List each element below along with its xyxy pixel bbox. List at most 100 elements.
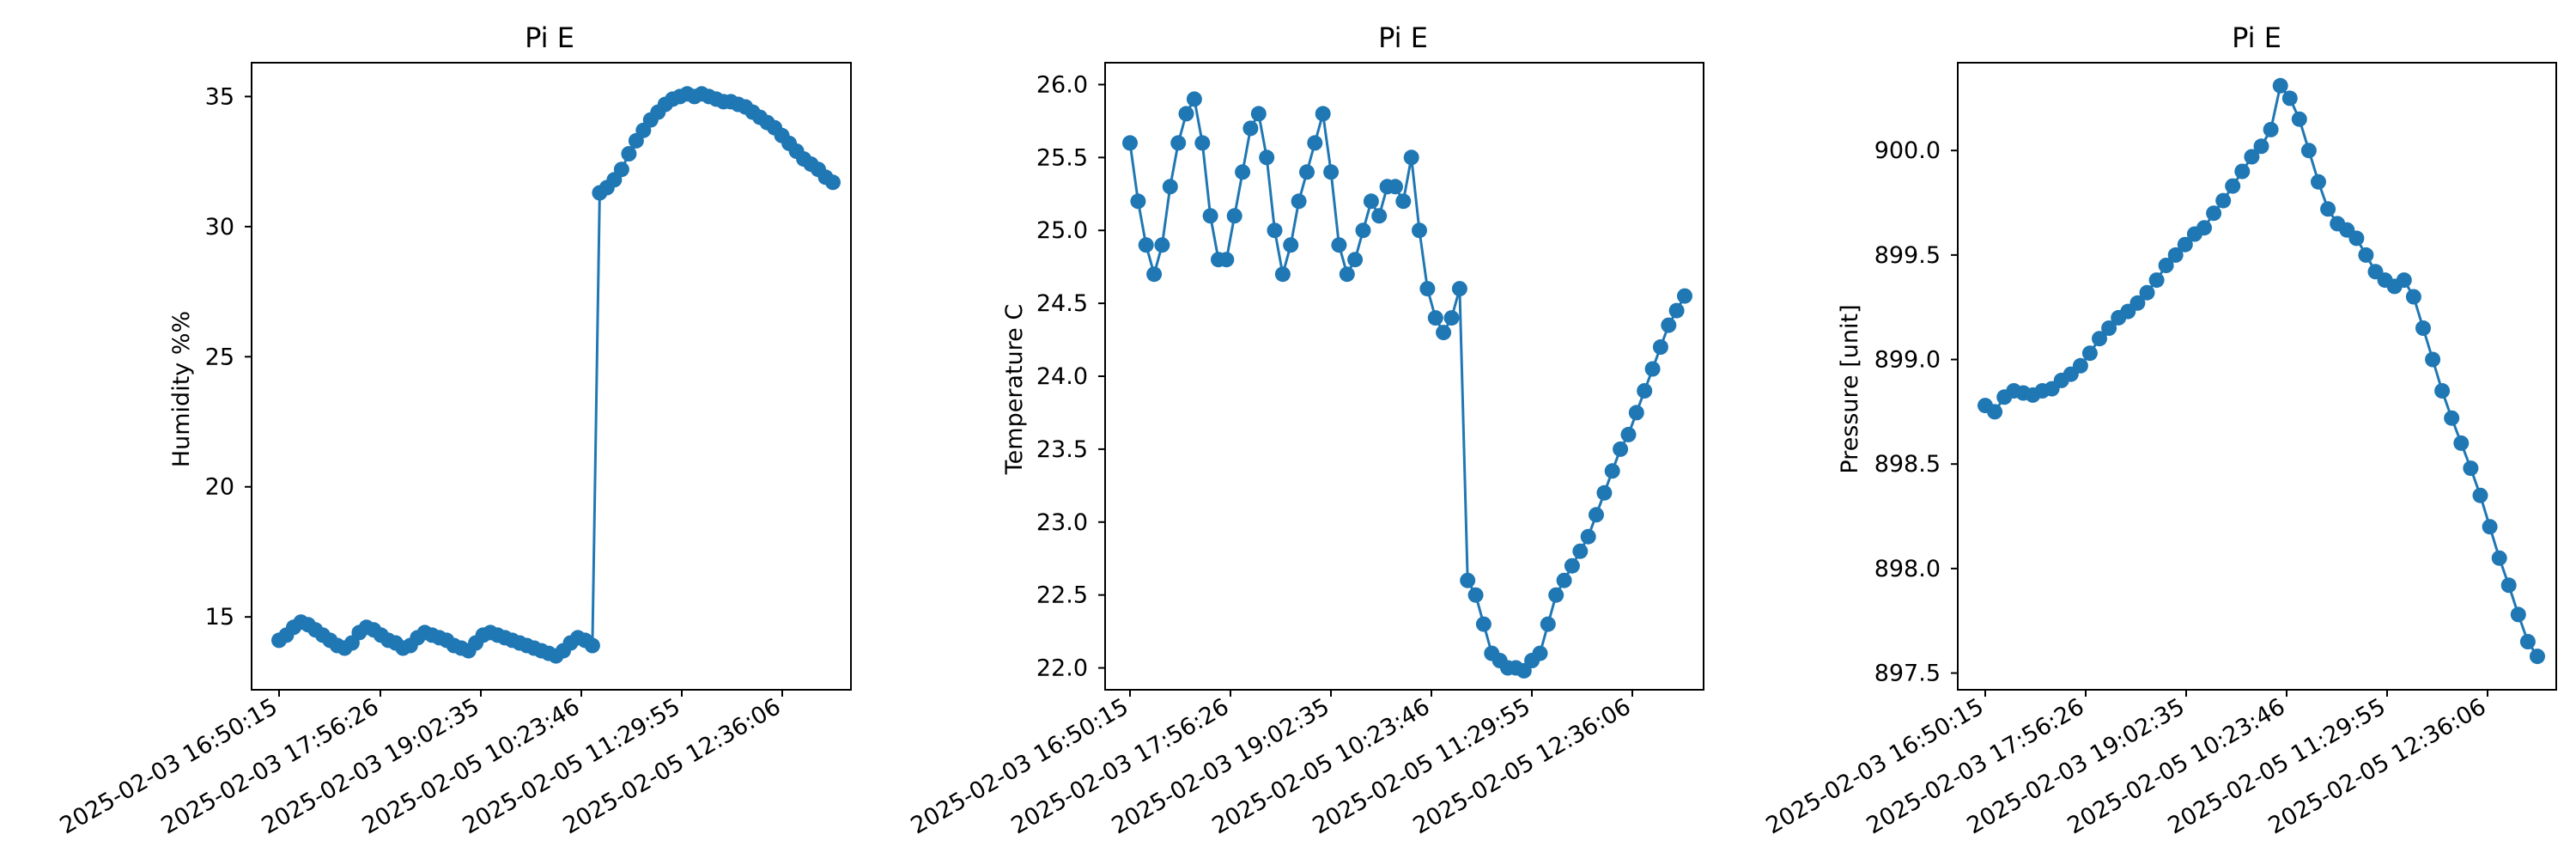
data-point xyxy=(1283,237,1299,253)
data-point xyxy=(1242,120,1259,137)
data-point xyxy=(1130,193,1146,210)
data-point xyxy=(1186,91,1202,107)
data-point xyxy=(1556,572,1572,588)
data-point xyxy=(1467,587,1484,603)
data-point xyxy=(1403,149,1419,166)
data-point xyxy=(2348,230,2365,247)
data-point xyxy=(2148,272,2165,289)
data-point xyxy=(2311,174,2326,190)
data-point xyxy=(2092,331,2107,347)
data-point xyxy=(2482,519,2498,535)
data-point xyxy=(1331,237,1347,253)
data-point xyxy=(2358,247,2374,263)
data-point xyxy=(1291,193,1307,210)
data-point xyxy=(2291,111,2307,127)
data-point xyxy=(2320,201,2336,217)
y-tick-label: 898.5 xyxy=(1874,451,1941,478)
data-point xyxy=(2453,435,2470,451)
data-point xyxy=(1604,463,1620,479)
data-point xyxy=(1628,405,1644,421)
data-point xyxy=(2101,320,2117,336)
data-point xyxy=(1395,193,1412,210)
data-point xyxy=(1620,426,1637,442)
y-tick-label: 20 xyxy=(205,474,234,501)
data-point xyxy=(2415,320,2431,336)
data-point xyxy=(1250,106,1267,122)
data-point xyxy=(2167,247,2184,263)
data-point xyxy=(1540,616,1556,632)
data-point xyxy=(2425,351,2441,368)
data-point xyxy=(1347,252,1364,268)
data-point xyxy=(621,146,637,161)
data-point xyxy=(2272,77,2288,94)
y-tick-label: 897.5 xyxy=(1874,661,1941,687)
data-point xyxy=(1572,543,1589,559)
data-point xyxy=(2234,163,2251,180)
y-tick-label: 22.0 xyxy=(1036,655,1088,682)
data-point xyxy=(1363,193,1379,210)
data-point xyxy=(1475,616,1492,632)
y-tick-label: 25 xyxy=(205,344,234,370)
data-point xyxy=(1564,557,1580,574)
data-point xyxy=(2281,90,2298,107)
data-point xyxy=(584,637,600,654)
data-point xyxy=(1460,572,1476,588)
data-point xyxy=(2500,577,2517,594)
data-point xyxy=(1122,135,1138,151)
data-point xyxy=(1299,164,1315,180)
y-tick-label: 23.0 xyxy=(1036,509,1088,536)
data-point xyxy=(2081,345,2098,362)
axes-frame xyxy=(251,62,852,691)
data-point xyxy=(1323,164,1340,180)
data-point xyxy=(1637,383,1653,399)
axes-frame xyxy=(1957,62,2557,691)
data-point xyxy=(1652,339,1668,355)
data-point xyxy=(1267,222,1283,239)
data-point xyxy=(1661,317,1677,333)
y-tick-label: 899.0 xyxy=(1874,347,1941,374)
data-point xyxy=(2263,121,2279,137)
y-tick-label: 25.5 xyxy=(1036,144,1088,171)
y-axis-label: Pressure [unit] xyxy=(1837,304,1863,473)
data-point xyxy=(1315,106,1331,122)
data-point xyxy=(1226,208,1242,224)
data-point xyxy=(1339,266,1355,283)
data-point xyxy=(1451,281,1467,297)
y-tick-label: 900.0 xyxy=(1874,137,1941,164)
y-tick-label: 15 xyxy=(205,604,234,631)
y-tick-label: 23.5 xyxy=(1036,436,1088,463)
data-point xyxy=(1987,404,2003,420)
chart-title: Pi E xyxy=(2232,21,2281,54)
data-point xyxy=(1443,310,1460,326)
data-point xyxy=(2434,383,2451,399)
data-point xyxy=(2139,284,2155,301)
data-point xyxy=(2530,649,2545,665)
data-point xyxy=(1170,135,1187,151)
y-axis-label: Temperature C xyxy=(1001,304,1028,475)
data-point xyxy=(1162,179,1178,195)
data-point xyxy=(1371,208,1388,224)
data-point xyxy=(825,174,841,191)
data-point xyxy=(1589,507,1604,523)
data-point xyxy=(2444,410,2460,426)
y-tick-label: 30 xyxy=(205,214,234,241)
y-tick-label: 25.0 xyxy=(1036,217,1088,244)
data-point xyxy=(613,161,629,178)
data-point xyxy=(1235,164,1251,180)
data-point xyxy=(2463,460,2479,477)
data-point xyxy=(2300,143,2317,159)
data-point xyxy=(2196,220,2212,236)
y-tick-label: 899.5 xyxy=(1874,242,1941,269)
chart-title: Pi E xyxy=(1378,21,1428,54)
data-point xyxy=(1259,149,1275,166)
data-point xyxy=(2253,138,2269,155)
data-point xyxy=(2519,634,2536,649)
data-point xyxy=(1194,135,1211,151)
data-point xyxy=(1138,237,1154,253)
data-point xyxy=(2244,149,2260,165)
data-point xyxy=(2215,192,2232,209)
chart-title: Pi E xyxy=(525,21,574,54)
y-tick-label: 22.5 xyxy=(1036,582,1088,609)
